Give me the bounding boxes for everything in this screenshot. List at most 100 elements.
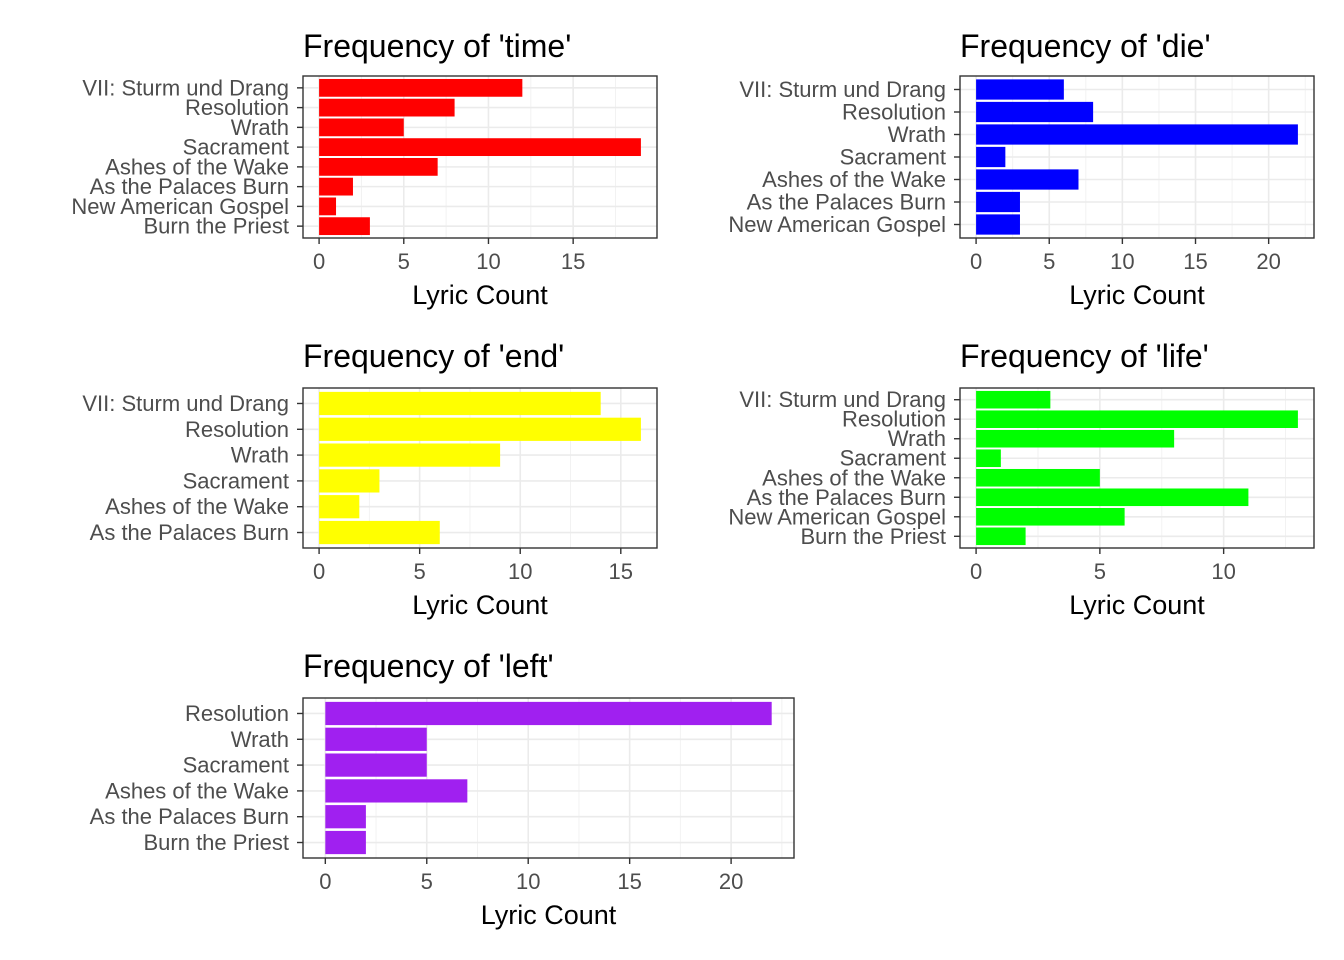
y-tick-label: Wrath: [888, 426, 946, 451]
bar[interactable]: [325, 753, 427, 777]
bar[interactable]: [319, 177, 353, 196]
bar[interactable]: [319, 443, 501, 467]
y-tick-label: As the Palaces Burn: [90, 174, 289, 199]
bar[interactable]: [319, 78, 523, 97]
bar[interactable]: [976, 410, 1298, 428]
x-tick-label: 5: [414, 559, 426, 584]
bar[interactable]: [976, 449, 1001, 468]
y-tick-label: Ashes of the Wake: [762, 465, 946, 490]
panel-border: [302, 697, 795, 859]
bar[interactable]: [319, 197, 337, 216]
x-tick-label: 5: [1094, 559, 1106, 584]
bar[interactable]: [325, 830, 366, 855]
panel-border: [302, 387, 658, 549]
x-axis-title: Lyric Count: [1069, 280, 1205, 310]
bar[interactable]: [319, 495, 360, 519]
y-tick-label: Wrath: [231, 115, 289, 140]
y-tick-label: New American Gospel: [728, 504, 946, 529]
bar[interactable]: [319, 138, 641, 157]
bar[interactable]: [319, 520, 440, 545]
y-tick-label: VII: Sturm und Drang: [739, 77, 946, 102]
bar[interactable]: [976, 429, 1175, 448]
bar[interactable]: [976, 527, 1026, 546]
x-tick-label: 0: [313, 559, 325, 584]
y-tick-label: Ashes of the Wake: [762, 167, 946, 192]
y-tick-label: Resolution: [185, 417, 289, 442]
x-tick-label: 20: [1256, 249, 1280, 274]
y-tick-label: Ashes of the Wake: [105, 154, 289, 179]
x-tick-label: 10: [1211, 559, 1235, 584]
bar[interactable]: [319, 217, 370, 236]
y-tick-label: Resolution: [842, 100, 946, 125]
x-tick-label: 0: [970, 249, 982, 274]
bar[interactable]: [976, 169, 1079, 190]
y-tick-label: Resolution: [185, 95, 289, 120]
x-tick-label: 5: [398, 249, 410, 274]
bar[interactable]: [976, 488, 1249, 507]
bar[interactable]: [976, 390, 1051, 409]
x-tick-label: 0: [319, 869, 331, 894]
y-tick-label: Resolution: [842, 407, 946, 432]
y-tick-label: Sacrament: [840, 446, 946, 471]
bar[interactable]: [319, 98, 455, 117]
x-axis-title: Lyric Count: [412, 280, 548, 310]
chart-panel: VII: Sturm und DrangResolutionWrathSacra…: [728, 28, 1315, 310]
bar[interactable]: [325, 727, 427, 751]
chart-title: Frequency of 'time': [303, 28, 571, 64]
x-tick-label: 10: [508, 559, 532, 584]
y-tick-label: Ashes of the Wake: [105, 494, 289, 519]
x-tick-label: 10: [1110, 249, 1134, 274]
bar[interactable]: [976, 79, 1064, 100]
y-tick-label: Sacrament: [840, 145, 946, 170]
bar[interactable]: [325, 779, 468, 803]
bar[interactable]: [319, 417, 641, 441]
bar[interactable]: [325, 805, 366, 829]
y-tick-label: VII: Sturm und Drang: [82, 391, 289, 416]
chart-title: Frequency of 'die': [960, 28, 1211, 64]
x-tick-label: 10: [476, 249, 500, 274]
y-tick-label: Sacrament: [183, 753, 289, 778]
chart-panel: VII: Sturm und DrangResolutionWrathSacra…: [728, 338, 1315, 620]
chart-title: Frequency of 'life': [960, 338, 1209, 374]
y-tick-label: Sacrament: [183, 468, 289, 493]
bar[interactable]: [976, 214, 1020, 235]
y-tick-label: Wrath: [231, 727, 289, 752]
y-tick-label: New American Gospel: [71, 194, 289, 219]
x-tick-label: 0: [970, 559, 982, 584]
x-tick-label: 20: [719, 869, 743, 894]
y-tick-label: As the Palaces Burn: [747, 190, 946, 215]
bar[interactable]: [976, 508, 1125, 526]
y-tick-label: VII: Sturm und Drang: [82, 75, 289, 100]
bar[interactable]: [976, 101, 1094, 123]
y-tick-label: As the Palaces Burn: [747, 485, 946, 510]
bar[interactable]: [976, 124, 1298, 145]
x-tick-label: 15: [561, 249, 585, 274]
x-tick-label: 10: [516, 869, 540, 894]
y-tick-label: New American Gospel: [728, 212, 946, 237]
bar[interactable]: [319, 391, 601, 416]
y-tick-label: Wrath: [888, 122, 946, 147]
bar[interactable]: [325, 701, 772, 726]
y-tick-label: Burn the Priest: [143, 830, 289, 855]
chart-title: Frequency of 'end': [303, 338, 564, 374]
y-tick-label: Sacrament: [183, 135, 289, 160]
y-tick-label: As the Palaces Burn: [90, 804, 289, 829]
bar[interactable]: [976, 191, 1020, 213]
bar[interactable]: [976, 468, 1100, 487]
y-tick-label: VII: Sturm und Drang: [739, 387, 946, 412]
x-tick-label: 5: [1043, 249, 1055, 274]
bar[interactable]: [976, 146, 1006, 168]
panel-border: [959, 387, 1315, 549]
y-tick-label: As the Palaces Burn: [90, 520, 289, 545]
bar[interactable]: [319, 157, 438, 176]
y-tick-label: Burn the Priest: [143, 214, 289, 239]
panel-border: [302, 75, 658, 239]
bar[interactable]: [319, 118, 404, 137]
y-tick-label: Resolution: [185, 701, 289, 726]
chart-title: Frequency of 'left': [303, 648, 554, 684]
y-tick-label: Burn the Priest: [800, 524, 946, 549]
x-tick-label: 0: [313, 249, 325, 274]
bar[interactable]: [319, 469, 380, 493]
